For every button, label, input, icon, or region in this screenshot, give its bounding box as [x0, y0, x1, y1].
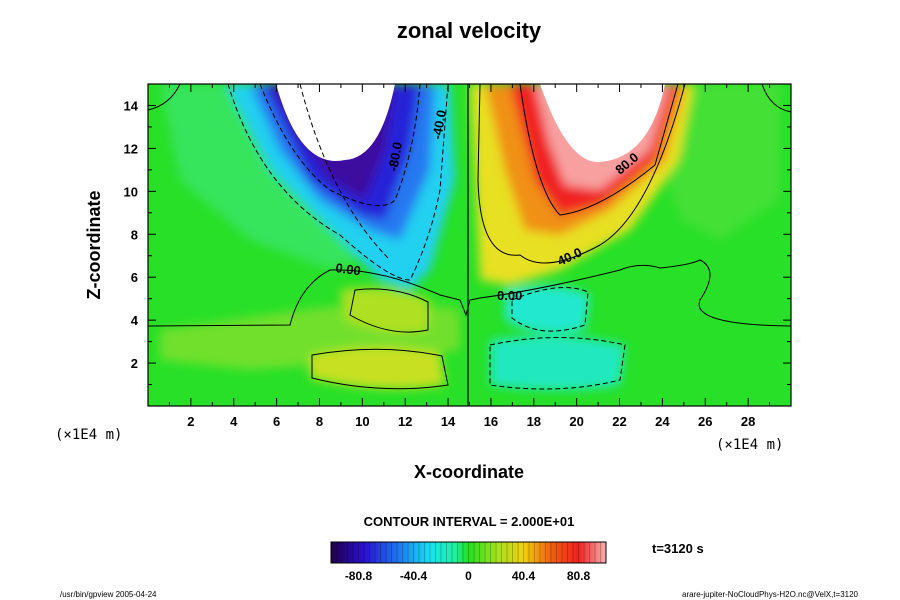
x-tick-label: 24: [655, 414, 670, 429]
colorbar-tick-label: 0: [465, 569, 472, 583]
y-tick-label: 2: [131, 356, 138, 371]
contour-neg-left-haze: [299, 84, 391, 261]
y-tick-label: 4: [131, 313, 139, 328]
contour-neg-right-lower: [489, 337, 626, 390]
field-cool-pocket-right: [505, 286, 590, 334]
colorbar-tick-label: -80.8: [345, 569, 373, 583]
contour-neg-80: [259, 84, 421, 207]
contour-left-corner: [148, 84, 181, 111]
contour-right-corner: [761, 84, 791, 113]
x-tick-label: 8: [316, 414, 323, 429]
contour-pos-40: [477, 84, 686, 264]
contour-pos-80: [519, 84, 679, 216]
y-tick-label: 10: [124, 184, 138, 199]
footer-right: arare-jupiter-NoCloudPhys-H2O.nc@VelX,t=…: [682, 590, 859, 599]
contour-zero: [148, 259, 791, 327]
y-axis-title: Z-coordinate: [84, 190, 104, 299]
colorbar-tick-label: 80.8: [567, 569, 591, 583]
contour-label-neg80: -80.0: [385, 141, 405, 173]
chart-title: zonal velocity: [397, 18, 542, 43]
field-cool-band-right: [490, 336, 625, 390]
contour-label-zero-left: 0.00: [335, 260, 362, 278]
contour-label-neg40: -40.0: [429, 109, 449, 141]
y-tick-label: 12: [124, 141, 138, 156]
plot-area: [148, 84, 791, 406]
footer-left: /usr/bin/gpview 2005-04-24: [60, 590, 157, 599]
time-label: t=3120 s: [652, 541, 704, 556]
field-haze-right: [660, 84, 780, 240]
contour-interval: CONTOUR INTERVAL = 2.000E+01: [364, 514, 575, 529]
x-tick-label: 18: [527, 414, 541, 429]
x-tick-label: 12: [398, 414, 412, 429]
y-tick-label: 6: [131, 270, 138, 285]
contour-label-zero-right: 0.00: [497, 288, 522, 303]
field-warm-pocket-left: [310, 346, 445, 389]
x-tick-label: 6: [273, 414, 280, 429]
x-tick-label: 4: [230, 414, 238, 429]
x-tick-label: 20: [569, 414, 583, 429]
x-tick-label: 10: [355, 414, 369, 429]
x-tick-label: 22: [612, 414, 626, 429]
field-clip-right: [540, 84, 665, 163]
y-axis-ticks: 2 4 6 8 10 12 14: [124, 98, 791, 386]
colorbar-tick-label: 40.4: [512, 569, 536, 583]
x-unit-label: (×1E4 m): [716, 437, 783, 453]
colorbar-ticks: -80.8 -40.4 0 40.4 80.8: [336, 542, 601, 583]
x-axis-ticks: 2 4 6 8 10 12 14 16 18 20 22 24 26 28: [168, 84, 771, 429]
x-axis-title: X-coordinate: [414, 462, 524, 482]
x-tick-label: 14: [441, 414, 456, 429]
contour-zero-left-lobe: [349, 288, 429, 333]
colorbar-tick-label: -40.4: [400, 569, 428, 583]
contour-neg-40: [227, 84, 449, 281]
x-tick-label: 16: [484, 414, 498, 429]
z-unit-label: (×1E4 m): [55, 427, 122, 443]
colorbar: -80.8 -40.4 0 40.4 80.8: [330, 541, 607, 583]
x-tick-label: 28: [741, 414, 755, 429]
x-tick-label: 26: [698, 414, 712, 429]
y-tick-label: 14: [124, 98, 139, 113]
x-tick-label: 2: [187, 414, 194, 429]
contour-neg-right-upper: [511, 287, 589, 332]
y-tick-label: 8: [131, 227, 138, 242]
contour-zero-left-lower: [311, 348, 449, 390]
